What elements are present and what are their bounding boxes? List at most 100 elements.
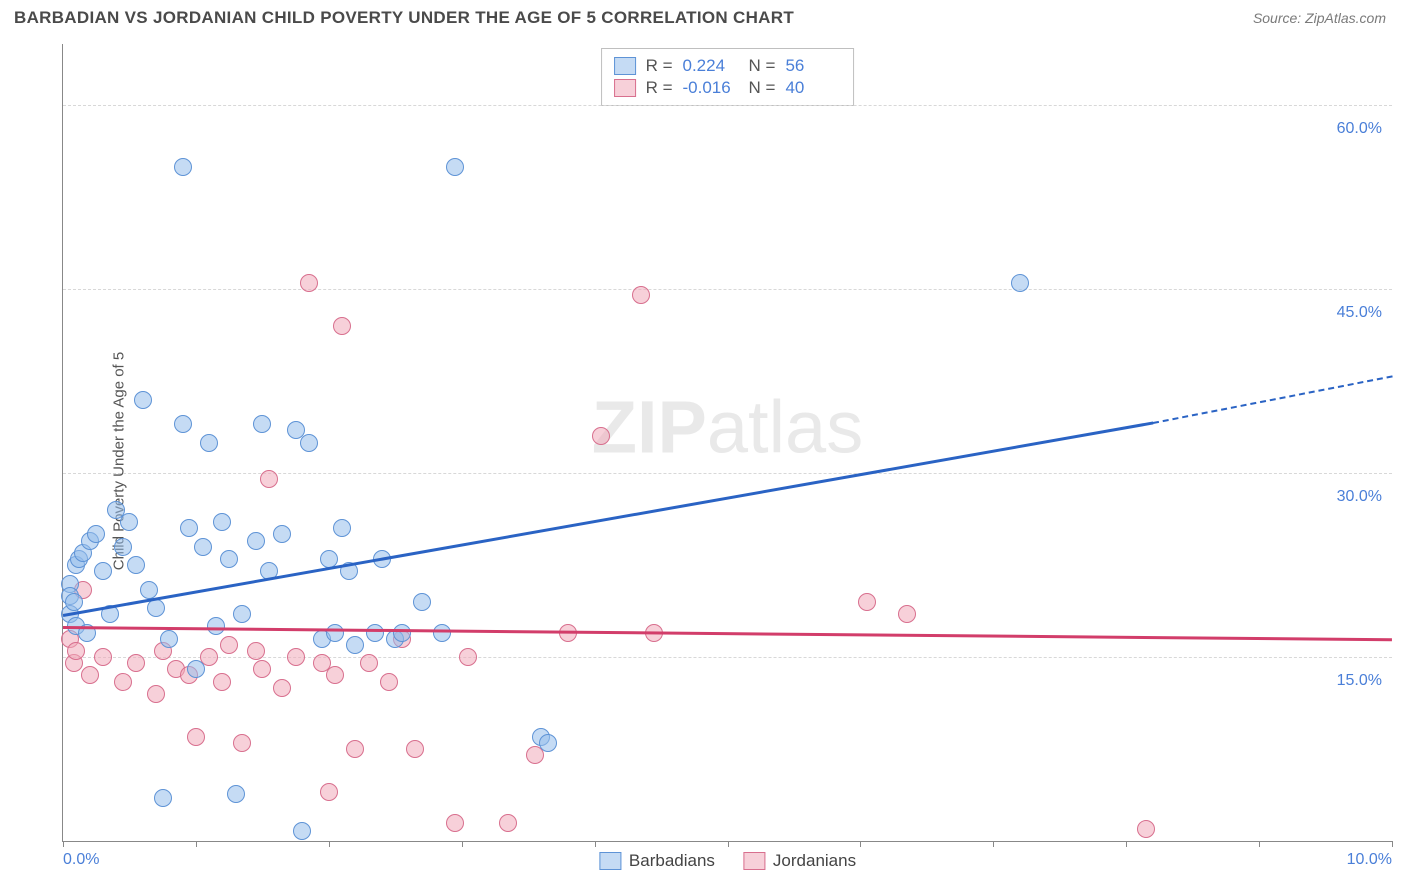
data-point-barbadians — [187, 660, 205, 678]
data-point-barbadians — [433, 624, 451, 642]
gridline-h — [63, 657, 1392, 658]
x-tick — [1392, 841, 1393, 847]
data-point-barbadians — [134, 391, 152, 409]
data-point-jordanians — [94, 648, 112, 666]
data-point-jordanians — [233, 734, 251, 752]
gridline-h — [63, 105, 1392, 106]
data-point-jordanians — [247, 642, 265, 660]
n-value-jordanians: 40 — [785, 78, 841, 98]
data-point-barbadians — [1011, 274, 1029, 292]
x-tick — [860, 841, 861, 847]
data-point-barbadians — [174, 415, 192, 433]
r-value-barbadians: 0.224 — [683, 56, 739, 76]
x-tick — [993, 841, 994, 847]
data-point-jordanians — [287, 648, 305, 666]
x-tick — [462, 841, 463, 847]
data-point-jordanians — [858, 593, 876, 611]
r-label: R = — [646, 56, 673, 76]
data-point-barbadians — [273, 525, 291, 543]
data-point-barbadians — [120, 513, 138, 531]
x-tick — [728, 841, 729, 847]
trendline — [63, 626, 1392, 641]
data-point-barbadians — [333, 519, 351, 537]
data-point-barbadians — [174, 158, 192, 176]
data-point-jordanians — [592, 427, 610, 445]
data-point-barbadians — [180, 519, 198, 537]
data-point-jordanians — [632, 286, 650, 304]
data-point-barbadians — [140, 581, 158, 599]
x-tick — [595, 841, 596, 847]
swatch-jordanians — [743, 852, 765, 870]
data-point-jordanians — [220, 636, 238, 654]
gridline-h — [63, 289, 1392, 290]
x-tick — [329, 841, 330, 847]
data-point-barbadians — [227, 785, 245, 803]
x-tick-label: 10.0% — [1347, 851, 1392, 869]
data-point-jordanians — [67, 642, 85, 660]
data-point-jordanians — [459, 648, 477, 666]
data-point-jordanians — [380, 673, 398, 691]
legend-label-barbadians: Barbadians — [629, 851, 715, 871]
data-point-barbadians — [147, 599, 165, 617]
watermark: ZIPatlas — [592, 384, 863, 469]
r-label: R = — [646, 78, 673, 98]
trendline-extrapolated — [1153, 375, 1393, 424]
data-point-barbadians — [446, 158, 464, 176]
chart-title: BARBADIAN VS JORDANIAN CHILD POVERTY UND… — [14, 8, 794, 28]
data-point-barbadians — [413, 593, 431, 611]
chart-header: BARBADIAN VS JORDANIAN CHILD POVERTY UND… — [0, 0, 1406, 34]
data-point-jordanians — [499, 814, 517, 832]
data-point-jordanians — [333, 317, 351, 335]
data-point-barbadians — [326, 624, 344, 642]
data-point-jordanians — [360, 654, 378, 672]
data-point-jordanians — [273, 679, 291, 697]
data-point-jordanians — [406, 740, 424, 758]
data-point-jordanians — [114, 673, 132, 691]
chart-container: Child Poverty Under the Age of 5 ZIPatla… — [14, 44, 1392, 878]
data-point-barbadians — [220, 550, 238, 568]
data-point-barbadians — [194, 538, 212, 556]
x-tick-label: 0.0% — [63, 851, 99, 869]
stats-row-barbadians: R = 0.224 N = 56 — [614, 55, 842, 77]
stats-legend-box: R = 0.224 N = 56 R = -0.016 N = 40 — [601, 48, 855, 106]
data-point-barbadians — [539, 734, 557, 752]
data-point-jordanians — [81, 666, 99, 684]
swatch-barbadians — [599, 852, 621, 870]
n-label: N = — [749, 78, 776, 98]
stats-row-jordanians: R = -0.016 N = 40 — [614, 77, 842, 99]
swatch-jordanians — [614, 79, 636, 97]
plot-area: ZIPatlas R = 0.224 N = 56 R = -0.016 N =… — [62, 44, 1392, 842]
y-tick-label: 30.0% — [1337, 488, 1382, 506]
bottom-legend: Barbadians Jordanians — [599, 851, 856, 871]
data-point-jordanians — [346, 740, 364, 758]
data-point-barbadians — [127, 556, 145, 574]
data-point-jordanians — [213, 673, 231, 691]
data-point-jordanians — [127, 654, 145, 672]
data-point-jordanians — [898, 605, 916, 623]
data-point-barbadians — [247, 532, 265, 550]
data-point-barbadians — [366, 624, 384, 642]
data-point-jordanians — [253, 660, 271, 678]
legend-label-jordanians: Jordanians — [773, 851, 856, 871]
data-point-barbadians — [233, 605, 251, 623]
data-point-barbadians — [213, 513, 231, 531]
x-tick — [1259, 841, 1260, 847]
n-label: N = — [749, 56, 776, 76]
data-point-jordanians — [260, 470, 278, 488]
data-point-jordanians — [147, 685, 165, 703]
data-point-barbadians — [154, 789, 172, 807]
data-point-barbadians — [87, 525, 105, 543]
x-tick — [63, 841, 64, 847]
data-point-jordanians — [187, 728, 205, 746]
data-point-barbadians — [65, 593, 83, 611]
x-tick — [196, 841, 197, 847]
source-label: Source: ZipAtlas.com — [1253, 10, 1386, 26]
data-point-jordanians — [446, 814, 464, 832]
y-tick-label: 15.0% — [1337, 672, 1382, 690]
data-point-barbadians — [114, 538, 132, 556]
r-value-jordanians: -0.016 — [683, 78, 739, 98]
x-tick — [1126, 841, 1127, 847]
y-tick-label: 60.0% — [1337, 120, 1382, 138]
data-point-barbadians — [300, 434, 318, 452]
legend-item-jordanians: Jordanians — [743, 851, 856, 871]
